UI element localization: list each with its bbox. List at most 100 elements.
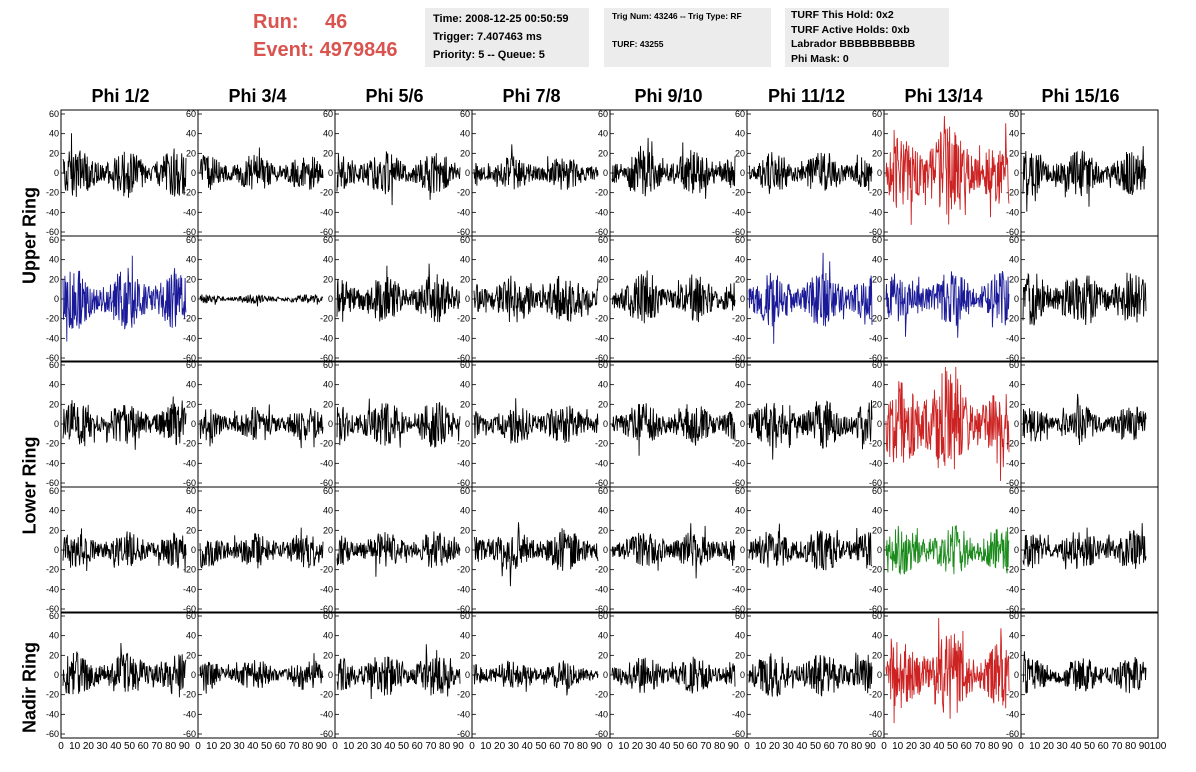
y-tick-label: 40 <box>1009 506 1019 516</box>
y-tick-label: 40 <box>186 631 196 641</box>
y-tick-label: 0 <box>191 168 196 178</box>
x-tick-label: 0 <box>469 741 475 752</box>
y-tick-label: 0 <box>1014 545 1019 555</box>
y-tick-label: 20 <box>872 274 882 284</box>
waveform-series <box>1022 146 1147 212</box>
waveform-series <box>748 252 873 344</box>
y-tick-label: 20 <box>323 274 333 284</box>
x-tick-label: 20 <box>769 741 781 752</box>
x-tick-label: 10 <box>480 741 492 752</box>
trigger-info-box: Trig Num: 43246 -- Trig Type: RF TURF: 4… <box>604 8 771 67</box>
y-tick-label: -40 <box>1006 333 1019 343</box>
waveform-panel-r1-c6: -60 -40 -20 0 20 40 60 <box>732 109 885 237</box>
y-tick-label: 60 <box>872 109 882 119</box>
x-tick-label: 20 <box>632 741 644 752</box>
y-tick-label: 40 <box>872 506 882 516</box>
x-tick-label: 50 <box>261 741 273 752</box>
x-tick-label: 40 <box>933 741 945 752</box>
x-tick-label: 30 <box>371 741 383 752</box>
waveform-series <box>199 653 324 694</box>
y-tick-label: -60 <box>1006 604 1019 614</box>
y-tick-label: -60 <box>1006 227 1019 237</box>
y-tick-label: 20 <box>460 148 470 158</box>
x-tick-label: 90 <box>865 741 877 752</box>
column-title-phi-5-6: Phi 5/6 <box>365 86 424 106</box>
y-tick-label: 0 <box>603 670 608 680</box>
y-tick-label: 0 <box>54 545 59 555</box>
y-tick-label: 60 <box>323 360 333 370</box>
waveform-series <box>885 270 1010 338</box>
y-tick-label: 0 <box>328 419 333 429</box>
column-title-phi-3-4: Phi 3/4 <box>228 86 287 106</box>
y-tick-label: -40 <box>1006 709 1019 719</box>
waveform-series <box>748 523 873 571</box>
x-tick-label: 70 <box>837 741 849 752</box>
x-tick-label: 90 <box>728 741 740 752</box>
waveform-panel-r2-c7: -60 -40 -20 0 20 40 60 <box>869 235 1022 363</box>
y-tick-label: -60 <box>595 729 608 739</box>
waveform-series <box>62 528 187 573</box>
y-tick-label: 20 <box>460 525 470 535</box>
y-tick-label: 0 <box>465 294 470 304</box>
y-tick-label: 60 <box>1009 486 1019 496</box>
y-tick-label: 40 <box>323 255 333 265</box>
x-tick-label: 60 <box>275 741 287 752</box>
y-tick-label: 40 <box>323 380 333 390</box>
y-tick-label: -40 <box>869 584 882 594</box>
waveform-panel-r1-c5: -60 -40 -20 0 20 40 60 <box>595 109 748 237</box>
waveform-panel-r2-c5: -60 -40 -20 0 20 40 60 <box>595 235 748 363</box>
y-tick-label: -20 <box>869 188 882 198</box>
y-tick-label: 20 <box>735 525 745 535</box>
y-tick-label: 40 <box>872 255 882 265</box>
y-tick-label: 60 <box>598 235 608 245</box>
waveform-series <box>336 531 461 577</box>
y-tick-label: 0 <box>1014 294 1019 304</box>
y-tick-label: -60 <box>457 604 470 614</box>
waveform-series <box>885 617 1010 724</box>
y-tick-label: 40 <box>460 129 470 139</box>
y-tick-label: -20 <box>46 188 59 198</box>
y-tick-label: -60 <box>595 604 608 614</box>
y-tick-label: 60 <box>186 109 196 119</box>
waveform-series <box>336 644 461 700</box>
waveform-series <box>611 656 736 694</box>
y-tick-label: 60 <box>598 360 608 370</box>
y-tick-label: 20 <box>1009 650 1019 660</box>
y-tick-label: 40 <box>49 380 59 390</box>
y-tick-label: 20 <box>186 525 196 535</box>
waveform-series <box>1022 272 1147 326</box>
waveform-series <box>748 652 873 697</box>
waveform-panel-r5-c6: -60 -40 -20 0 20 40 60 <box>732 611 885 739</box>
waveform-panel-r3-c6: -60 -40 -20 0 20 40 60 <box>732 360 885 488</box>
y-tick-label: 60 <box>186 486 196 496</box>
y-tick-label: 40 <box>598 631 608 641</box>
waveform-series <box>748 400 873 460</box>
y-tick-label: 20 <box>323 399 333 409</box>
x-tick-label: 10 <box>343 741 355 752</box>
x-tick-label: 70 <box>151 741 163 752</box>
y-tick-label: 20 <box>49 274 59 284</box>
waveform-series <box>62 642 187 698</box>
y-tick-label: -40 <box>869 207 882 217</box>
waveform-panel-r1-c8: -60 -40 -20 0 20 40 60 <box>1006 109 1159 237</box>
waveform-panel-r1-c1: -60 -40 -20 0 20 40 60 <box>46 109 199 237</box>
y-tick-label: 20 <box>598 650 608 660</box>
y-tick-label: -60 <box>46 227 59 237</box>
y-tick-label: 20 <box>598 525 608 535</box>
x-tick-label: 60 <box>1098 741 1110 752</box>
y-tick-label: 0 <box>877 294 882 304</box>
waveform-series <box>62 255 187 342</box>
y-tick-label: 20 <box>598 399 608 409</box>
y-tick-label: -40 <box>732 709 745 719</box>
y-tick-label: -40 <box>595 709 608 719</box>
y-tick-label: 60 <box>49 360 59 370</box>
y-tick-label: -40 <box>457 709 470 719</box>
y-tick-label: 40 <box>49 129 59 139</box>
y-tick-label: 40 <box>735 380 745 390</box>
y-tick-label: -40 <box>457 207 470 217</box>
y-tick-label: 0 <box>740 294 745 304</box>
y-tick-label: 40 <box>598 380 608 390</box>
y-tick-label: -60 <box>457 478 470 488</box>
waveform-series <box>473 144 599 190</box>
event-value: 4979846 <box>319 39 398 61</box>
